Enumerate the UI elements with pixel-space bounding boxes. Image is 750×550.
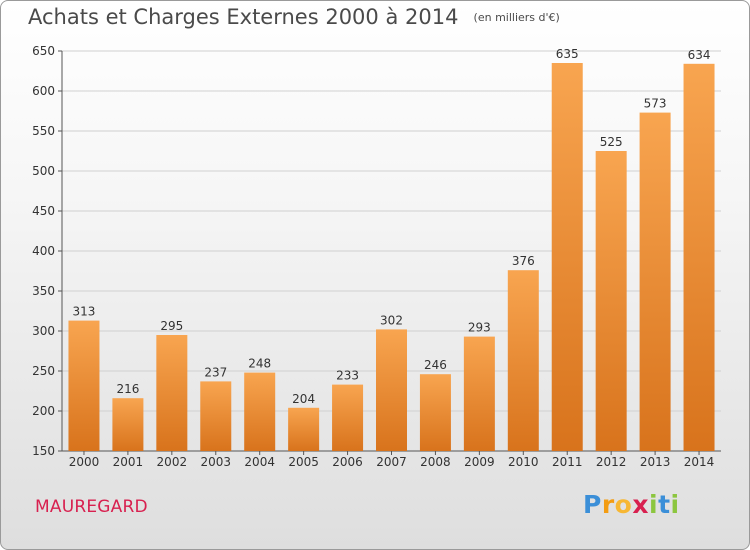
bar-2012 bbox=[595, 151, 627, 451]
logo-letter-6: i bbox=[670, 490, 680, 519]
data-label-2008: 246 bbox=[424, 358, 447, 372]
xtick-label-2001: 2001 bbox=[113, 455, 144, 469]
data-label-2002: 295 bbox=[160, 319, 183, 333]
xtick-label-2008: 2008 bbox=[420, 455, 451, 469]
data-label-2012: 525 bbox=[600, 135, 623, 149]
ytick-label-250: 250 bbox=[32, 364, 55, 378]
data-label-2004: 248 bbox=[248, 357, 271, 371]
label-layer: 313 2000 216 2001 295 2002 237 2003 248 2004 204 20… bbox=[69, 47, 715, 469]
bar-2006 bbox=[332, 384, 364, 451]
data-label-2014: 634 bbox=[688, 48, 711, 62]
xtick-label-2014: 2014 bbox=[684, 455, 715, 469]
data-label-2001: 216 bbox=[116, 382, 139, 396]
xtick-label-2010: 2010 bbox=[508, 455, 539, 469]
ytick-label-150: 150 bbox=[32, 444, 55, 458]
bar-layer bbox=[68, 63, 715, 452]
ytick-label-550: 550 bbox=[32, 124, 55, 138]
ytick-label-500: 500 bbox=[32, 164, 55, 178]
bar-2005 bbox=[288, 407, 320, 451]
ytick-label-200: 200 bbox=[32, 404, 55, 418]
xtick-label-2006: 2006 bbox=[332, 455, 363, 469]
bar-2001 bbox=[112, 398, 144, 451]
xtick-label-2012: 2012 bbox=[596, 455, 627, 469]
logo-letter-2: o bbox=[614, 490, 633, 519]
xtick-label-2011: 2011 bbox=[552, 455, 583, 469]
title-row: Achats et Charges Externes 2000 à 2014 (… bbox=[28, 5, 560, 29]
logo-letter-1: r bbox=[601, 490, 615, 519]
data-label-2005: 204 bbox=[292, 392, 315, 406]
bar-2010 bbox=[507, 270, 539, 451]
city-name: MAUREGARD bbox=[35, 497, 148, 517]
data-label-2010: 376 bbox=[512, 254, 535, 268]
data-label-2000: 313 bbox=[73, 305, 96, 319]
bar-2002 bbox=[156, 335, 188, 451]
logo-letter-0: P bbox=[583, 490, 602, 519]
bar-2009 bbox=[463, 336, 495, 451]
data-label-2003: 237 bbox=[204, 365, 227, 379]
xtick-label-2000: 2000 bbox=[69, 455, 100, 469]
ytick-label-300: 300 bbox=[32, 324, 55, 338]
proxiti-logo[interactable]: Proxiti bbox=[583, 490, 680, 519]
xtick-label-2007: 2007 bbox=[376, 455, 407, 469]
bar-2011 bbox=[551, 63, 583, 451]
ytick-label-450: 450 bbox=[32, 204, 55, 218]
xtick-label-2004: 2004 bbox=[244, 455, 275, 469]
data-label-2009: 293 bbox=[468, 321, 491, 335]
bar-2007 bbox=[376, 329, 407, 451]
bar-2008 bbox=[419, 374, 451, 451]
data-label-2013: 573 bbox=[644, 97, 667, 111]
xtick-label-2003: 2003 bbox=[200, 455, 231, 469]
xtick-label-2002: 2002 bbox=[157, 455, 188, 469]
chart-title: Achats et Charges Externes 2000 à 2014 bbox=[28, 5, 459, 29]
bar-2014 bbox=[683, 63, 715, 452]
xtick-label-2005: 2005 bbox=[288, 455, 319, 469]
ytick-label-650: 650 bbox=[32, 44, 55, 58]
bar-2003 bbox=[200, 381, 232, 451]
xtick-label-2013: 2013 bbox=[640, 455, 671, 469]
ytick-label-400: 400 bbox=[32, 244, 55, 258]
ytick-label-350: 350 bbox=[32, 284, 55, 298]
data-label-2011: 635 bbox=[556, 47, 579, 61]
chart-subtitle: (en milliers d'€) bbox=[473, 11, 560, 24]
ytick-label-600: 600 bbox=[32, 84, 55, 98]
logo-letter-3: x bbox=[632, 490, 649, 519]
data-label-2006: 233 bbox=[336, 369, 359, 383]
logo-letter-4: i bbox=[649, 490, 659, 519]
logo-letter-5: t bbox=[658, 490, 671, 519]
bar-2013 bbox=[639, 112, 671, 451]
xtick-label-2009: 2009 bbox=[464, 455, 495, 469]
bar-2000 bbox=[68, 320, 100, 451]
data-label-2007: 302 bbox=[380, 313, 403, 327]
bar-2004 bbox=[244, 372, 276, 451]
